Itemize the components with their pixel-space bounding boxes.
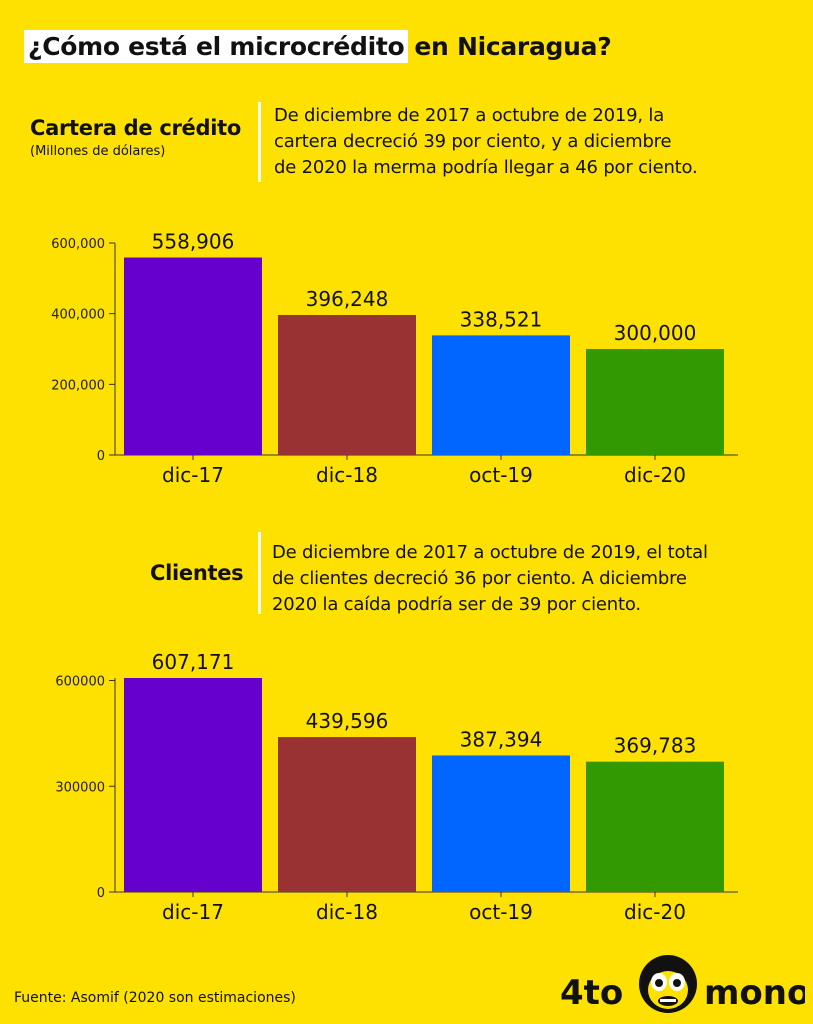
section1-description-line: de 2020 la merma podría llegar a 46 por … (274, 157, 698, 178)
section1-divider (258, 102, 261, 182)
bar-value-label: 300,000 (614, 321, 697, 345)
bar (432, 755, 570, 892)
section2-divider (258, 532, 261, 614)
monkey-face-icon (639, 955, 697, 1013)
y-tick-label: 0 (97, 449, 105, 464)
bar-value-label: 607,171 (152, 650, 235, 674)
bar-value-label: 369,783 (614, 734, 697, 758)
x-tick-label: oct-19 (469, 463, 533, 487)
section1-subtitle: (Millones de dólares) (30, 144, 166, 159)
title-highlight: ¿Cómo está el microcrédito (24, 29, 409, 63)
x-tick-label: dic-18 (316, 463, 378, 487)
y-tick-label: 400,000 (51, 308, 105, 323)
y-tick-label: 200,000 (51, 378, 105, 393)
section2-title: Clientes (150, 561, 244, 585)
bar (586, 349, 724, 455)
chart-clientes: 0 300000 600000 607,171 dic-17 439,596 dic-18 3… (55, 650, 738, 924)
section2-description: De diciembre de 2017 a octubre de 2019, … (272, 540, 708, 618)
x-tick-label: dic-20 (624, 463, 686, 487)
logo-left-text: 4to (560, 973, 623, 1013)
section1-title: Cartera de crédito (30, 116, 241, 140)
section1-description-line: De diciembre de 2017 a octubre de 2019, … (274, 105, 665, 126)
logo-right-text: mono (704, 973, 805, 1013)
x-tick-label: dic-20 (624, 900, 686, 924)
chart-cartera-de-credito: 0 200,000 400,000 600,000 558,906 dic-17 396,2… (51, 230, 738, 487)
section1-description: De diciembre de 2017 a octubre de 2019, … (274, 103, 698, 181)
bar-value-label: 338,521 (460, 307, 543, 331)
x-tick-label: dic-17 (162, 900, 224, 924)
title-rest: en Nicaragua? (414, 31, 612, 61)
section2-description-line: 2020 la caída podría ser de 39 por cient… (272, 594, 641, 615)
x-tick-label: oct-19 (469, 900, 533, 924)
bar (278, 314, 416, 455)
bar-value-label: 558,906 (152, 230, 235, 254)
bar-value-label: 439,596 (306, 709, 389, 733)
y-tick-label: 600,000 (51, 237, 105, 252)
bar (124, 678, 262, 892)
y-tick-label: 0 (97, 886, 105, 901)
brand-logo: 4to mono (560, 948, 810, 1018)
section1-description-line: cartera decreció 39 por ciento, y a dici… (274, 131, 672, 152)
y-tick-label: 300000 (55, 780, 105, 795)
x-tick-label: dic-17 (162, 463, 224, 487)
section2-description-line: De diciembre de 2017 a octubre de 2019, … (272, 542, 708, 563)
y-tick-label: 600000 (55, 675, 105, 690)
x-tick-label: dic-18 (316, 900, 378, 924)
bar-value-label: 396,248 (306, 287, 389, 311)
bar-value-label: 387,394 (460, 727, 543, 751)
source-note: Fuente: Asomif (2020 son estimaciones) (14, 990, 296, 1006)
bar (586, 761, 724, 892)
page-title: ¿Cómo está el microcrédito en Nicaragua? (24, 28, 612, 64)
bar (432, 335, 570, 455)
bar (124, 257, 262, 455)
section2-description-line: de clientes decreció 36 por ciento. A di… (272, 568, 687, 589)
bar (278, 737, 416, 892)
